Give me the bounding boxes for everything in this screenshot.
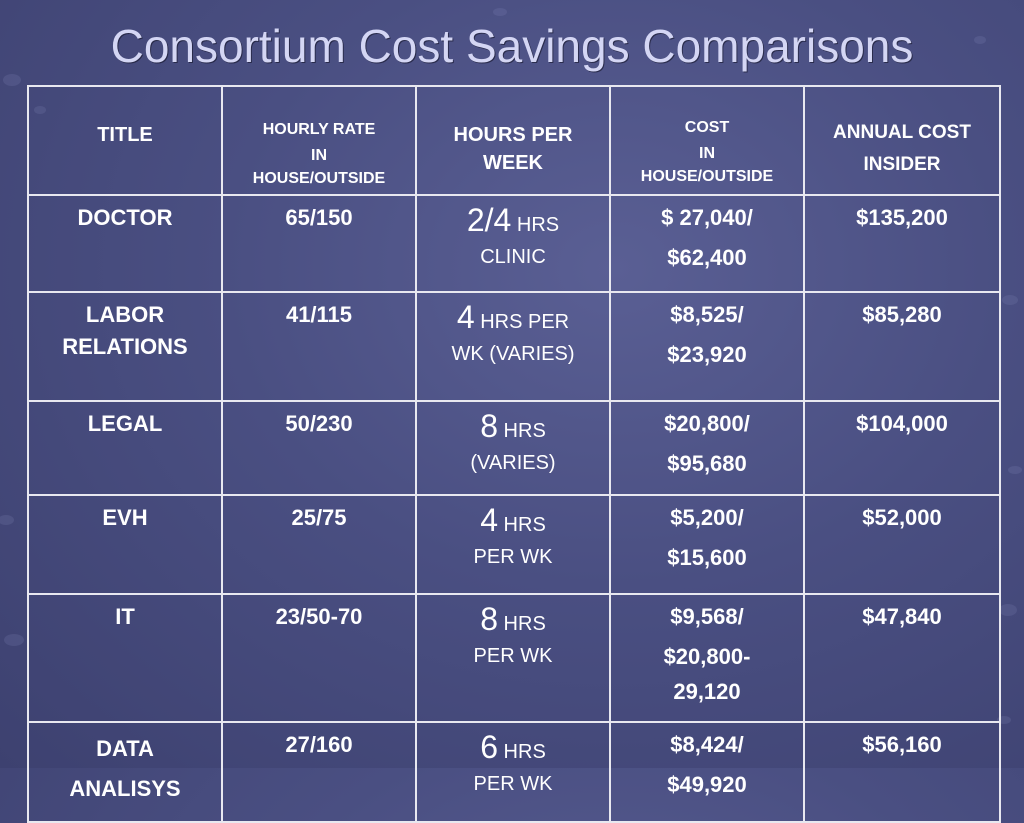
title-line2: RELATIONS [62,334,188,359]
cost-line1: $8,424/ [670,732,744,757]
cost-line2: $23,920 [667,342,747,367]
title-line1: LEGAL [87,411,163,436]
header-hours-line2: WEEK [483,152,543,174]
table-row: LABOR RELATIONS 41/115 4 HRS PER WK (VAR… [27,291,1001,402]
hours-unit: HRS [498,514,546,536]
cell-hours: 6 HRS PER WK [415,721,611,823]
cell-rate: 50/230 [221,400,417,496]
cell-title: LEGAL [27,400,223,496]
header-rate-line2: IN [311,147,327,164]
cell-rate: 65/150 [221,194,417,293]
cell-cost: $8,424/ $49,920 [609,721,805,823]
hours-note: PER WK [473,546,553,568]
cost-line1: $ 27,040/ [661,205,753,230]
hours-note: PER WK [473,645,553,667]
header-annual-line2: INSIDER [863,154,941,175]
cost-line1: $20,800/ [664,411,750,436]
hours-unit: HRS [511,214,560,236]
cost-line2: $95,680 [667,451,747,476]
cell-hours: 4 HRS PER WK (VARIES) [415,291,611,402]
hours-note: WK (VARIES) [451,343,575,365]
hours-unit: HRS PER [474,311,570,333]
cost-line3: 29,120 [673,679,741,704]
header-hours-per-week: HOURS PER WEEK [415,85,611,196]
cell-title: IT [27,593,223,723]
cell-annual: $47,840 [803,593,1001,723]
hours-note: (VARIES) [470,452,556,474]
table-row: EVH 25/75 4 HRS PER WK $5,200/ $15,600 $… [27,494,1001,595]
header-cost-line3: HOUSE/OUTSIDE [640,168,774,185]
title-line1: LABOR [85,302,165,327]
cell-cost: $20,800/ $95,680 [609,400,805,496]
cell-cost: $8,525/ $23,920 [609,291,805,402]
cell-title: EVH [27,494,223,595]
cost-line1: $9,568/ [670,604,744,629]
cost-comparison-table: TITLE HOURLY RATE IN HOUSE/OUTSIDE HOURS… [27,85,1001,823]
cell-title: LABOR RELATIONS [27,291,223,402]
cell-title: DATA ANALISYS [27,721,223,823]
cell-hours: 8 HRS PER WK [415,593,611,723]
slide-title: Consortium Cost Savings Comparisons [110,20,914,72]
cell-annual: $52,000 [803,494,1001,595]
header-hours-line1: HOURS PER [453,124,573,146]
hours-number: 8 [480,601,498,637]
hours-number: 6 [480,729,498,765]
cost-line1: $5,200/ [670,505,744,530]
cell-annual: $104,000 [803,400,1001,496]
header-title: TITLE [27,85,223,196]
title-line1: DOCTOR [77,205,173,230]
table-row: DATA ANALISYS 27/160 6 HRS PER WK $8,424… [27,721,1001,823]
cell-annual: $135,200 [803,194,1001,293]
cell-rate: 25/75 [221,494,417,595]
cost-line2: $15,600 [667,545,747,570]
header-title-label: TITLE [97,124,153,146]
header-annual-line1: ANNUAL COST [833,122,971,143]
cost-line2: $62,400 [667,245,747,270]
hours-number: 2/4 [466,202,512,238]
cell-cost: $9,568/ $20,800- 29,120 [609,593,805,723]
hours-note: PER WK [473,773,553,795]
cell-hours: 2/4 HRS CLINIC [415,194,611,293]
cell-annual: $85,280 [803,291,1001,402]
cell-rate: 23/50-70 [221,593,417,723]
hours-unit: HRS [498,741,546,763]
table-row: IT 23/50-70 8 HRS PER WK $9,568/ $20,800… [27,593,1001,723]
hours-note: CLINIC [480,246,546,268]
hours-number: 4 [480,502,498,538]
title-line2: ANALISYS [69,776,181,801]
cost-line2: $20,800- [663,644,751,669]
cell-rate: 41/115 [221,291,417,402]
hours-unit: HRS [498,613,546,635]
header-cost-line2: IN [699,145,715,162]
header-row: TITLE HOURLY RATE IN HOUSE/OUTSIDE HOURS… [27,85,1001,196]
title-line1: DATA [96,736,154,761]
cost-line2: $49,920 [667,772,747,797]
header-annual-cost: ANNUAL COST INSIDER [803,85,1001,196]
header-rate-line3: HOUSE/OUTSIDE [252,170,386,187]
table-row: LEGAL 50/230 8 HRS (VARIES) $20,800/ $95… [27,400,1001,496]
hours-unit: HRS [498,420,546,442]
cost-line1: $8,525/ [670,302,744,327]
header-hourly-rate: HOURLY RATE IN HOUSE/OUTSIDE [221,85,417,196]
cell-cost: $ 27,040/ $62,400 [609,194,805,293]
hours-number: 8 [480,408,498,444]
title-line1: IT [115,604,135,629]
cell-rate: 27/160 [221,721,417,823]
title-line1: EVH [102,505,148,530]
cell-title: DOCTOR [27,194,223,293]
header-cost-line1: COST [684,119,730,136]
header-cost: COST IN HOUSE/OUTSIDE [609,85,805,196]
header-rate-line1: HOURLY RATE [262,121,376,138]
cell-hours: 8 HRS (VARIES) [415,400,611,496]
cell-cost: $5,200/ $15,600 [609,494,805,595]
table-row: DOCTOR 65/150 2/4 HRS CLINIC $ 27,040/ $… [27,194,1001,293]
cell-annual: $56,160 [803,721,1001,823]
hours-number: 4 [456,299,475,335]
cell-hours: 4 HRS PER WK [415,494,611,595]
